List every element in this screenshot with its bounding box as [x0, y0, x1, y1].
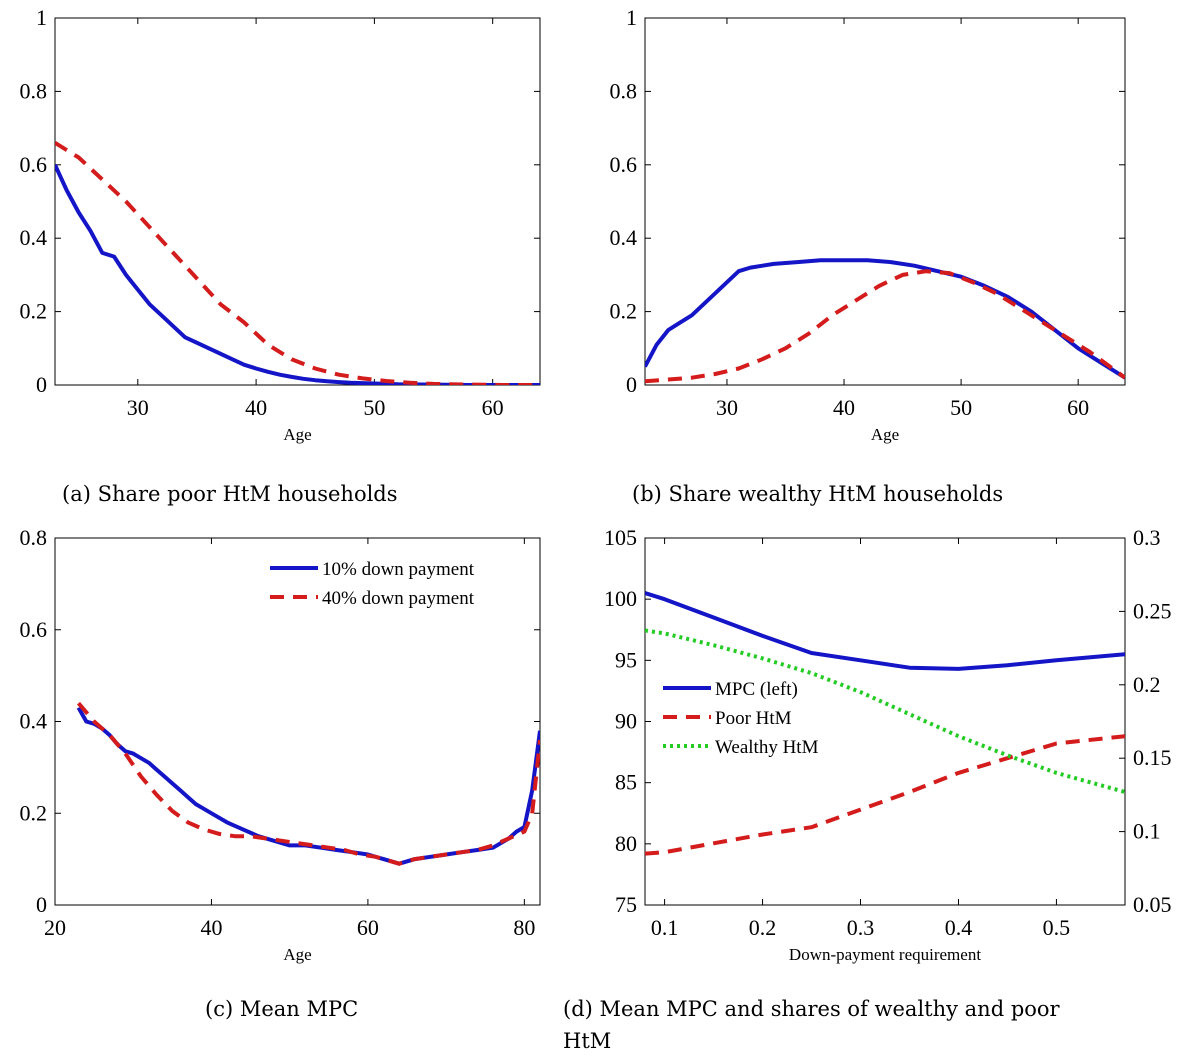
legend-label: MPC (left)	[715, 679, 798, 700]
y-tick-label: 1	[626, 5, 637, 30]
x-tick-label: 80	[513, 915, 535, 940]
y-tick-label: 0.2	[610, 299, 638, 324]
x-tick-label: 50	[950, 395, 972, 420]
y-tick-label: 0.8	[20, 78, 48, 103]
y-tick-label: 0.4	[20, 709, 48, 734]
y-right-tick-label: 0.05	[1133, 892, 1172, 917]
x-axis-label: Down-payment requirement	[789, 945, 981, 964]
x-tick-label: 0.2	[749, 915, 777, 940]
plot-frame	[54, 17, 541, 386]
y-tick-label: 95	[615, 647, 637, 672]
series-line-40-down-payment	[76, 701, 540, 866]
x-tick-label: 60	[357, 915, 379, 940]
x-axis-label: Age	[283, 425, 311, 444]
x-tick-label: 60	[1067, 395, 1089, 420]
legend-label: Poor HtM	[715, 708, 792, 729]
y-tick-label: 0.6	[20, 152, 48, 177]
y-tick-label: 0	[36, 372, 47, 397]
series-line-mpc-left-	[645, 591, 1125, 671]
y-tick-label: 0.8	[20, 525, 48, 550]
y-tick-label: 0	[36, 892, 47, 917]
x-tick-label: 0.4	[945, 915, 973, 940]
y-tick-label: 100	[604, 586, 637, 611]
legend-label: 10% down payment	[322, 559, 475, 580]
y-tick-label: 90	[615, 709, 637, 734]
y-tick-label: 0.6	[20, 617, 48, 642]
y-tick-label: 0.6	[610, 152, 638, 177]
plot-frame	[644, 17, 1126, 386]
legend-label: Wealthy HtM	[715, 737, 819, 758]
x-tick-label: 40	[833, 395, 855, 420]
x-tick-label: 20	[44, 915, 66, 940]
x-tick-label: 0.5	[1043, 915, 1071, 940]
legend-label: 40% down payment	[322, 588, 475, 609]
x-axis-label: Age	[283, 945, 311, 964]
y-tick-label: 0.2	[20, 800, 48, 825]
x-tick-label: 30	[716, 395, 738, 420]
series-line-10-down-payment	[76, 706, 540, 866]
y-tick-label: 0.8	[610, 78, 638, 103]
y-right-tick-label: 0.15	[1133, 745, 1172, 770]
series-line-red	[645, 269, 1125, 384]
chart-a: 30 40 50 60 0 0.2 0.4 0.6 0.8 1 Age	[20, 5, 541, 444]
caption-d-line1: (d) Mean MPC and shares of wealthy and p…	[563, 997, 1060, 1021]
y-tick-label: 75	[615, 892, 637, 917]
y-tick-label: 80	[615, 831, 637, 856]
y-tick-label: 1	[36, 5, 47, 30]
caption-d-line2: HtM	[563, 1029, 612, 1053]
x-tick-label: 40	[245, 395, 267, 420]
y-tick-label: 0.4	[610, 225, 638, 250]
y-tick-label: 0	[626, 372, 637, 397]
x-tick-label: 40	[200, 915, 222, 940]
y-tick-label: 0.2	[20, 299, 48, 324]
y-right-tick-label: 0.1	[1133, 819, 1161, 844]
series-line-poor-htm	[645, 734, 1125, 856]
caption-c: (c) Mean MPC	[205, 997, 359, 1021]
y-right-tick-label: 0.3	[1133, 525, 1161, 550]
x-tick-label: 0.3	[847, 915, 875, 940]
caption-d: (d) Mean MPC and shares of wealthy and p…	[563, 993, 1183, 1057]
caption-b: (b) Share wealthy HtM households	[632, 482, 1004, 506]
series-line-red	[55, 141, 540, 385]
y-right-tick-label: 0.2	[1133, 672, 1161, 697]
x-tick-label: 60	[482, 395, 504, 420]
x-axis-label: Age	[871, 425, 899, 444]
chart-c: 20 40 60 80 0 0.2 0.4 0.6 0.8 Age 10% down payment…	[20, 525, 541, 964]
y-tick-label: 0.4	[20, 225, 48, 250]
chart-b: 30 40 50 60 0 0.2 0.4 0.6 0.8 1 Age	[610, 5, 1126, 444]
x-tick-label: 50	[363, 395, 385, 420]
x-tick-label: 0.1	[651, 915, 679, 940]
y-tick-label: 85	[615, 770, 637, 795]
series-line-blue	[645, 258, 1125, 380]
series-line-wealthy-htm	[645, 628, 1125, 794]
x-tick-label: 30	[127, 395, 149, 420]
y-right-tick-label: 0.25	[1133, 598, 1172, 623]
y-tick-label: 105	[604, 525, 637, 550]
series-line-blue	[55, 163, 540, 385]
chart-d: 0.1 0.2 0.3 0.4 0.5 75 80 85 90 95 100 105 0.05 0.1 0.…	[604, 525, 1172, 964]
caption-a: (a) Share poor HtM households	[62, 482, 398, 506]
